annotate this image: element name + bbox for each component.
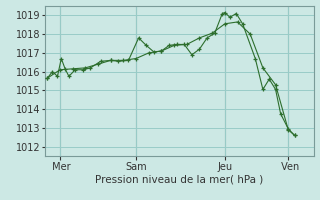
- X-axis label: Pression niveau de la mer( hPa ): Pression niveau de la mer( hPa ): [95, 174, 263, 184]
